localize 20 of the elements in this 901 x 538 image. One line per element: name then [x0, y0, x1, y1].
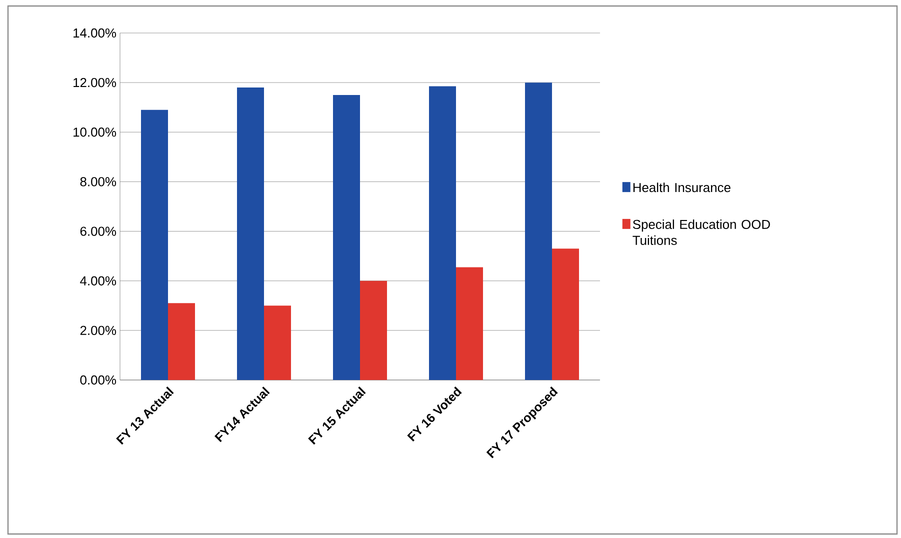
bar [525, 82, 552, 380]
bar [264, 306, 291, 380]
y-tick-label: 12.00% [74, 78, 116, 88]
y-tick-label: 0.00% [80, 375, 116, 385]
bar [552, 248, 580, 380]
bar [333, 94, 360, 380]
y-tick-label: 8.00% [80, 177, 116, 186]
legend-label: Health Insurance [633, 182, 730, 192]
bar [456, 267, 484, 380]
y-tick-label: 10.00% [74, 128, 116, 137]
bar [237, 88, 264, 380]
y-tick-label: 2.00% [80, 326, 116, 336]
bar [360, 280, 387, 380]
bar [141, 110, 168, 380]
y-tick-label: 6.00% [80, 226, 116, 236]
bar [429, 86, 456, 380]
legend-label: Special Education OOD Tuitions [632, 219, 770, 245]
y-tick-label: 4.00% [80, 276, 116, 286]
y-tick-label: 14.00% [74, 28, 116, 38]
bar [168, 303, 195, 380]
